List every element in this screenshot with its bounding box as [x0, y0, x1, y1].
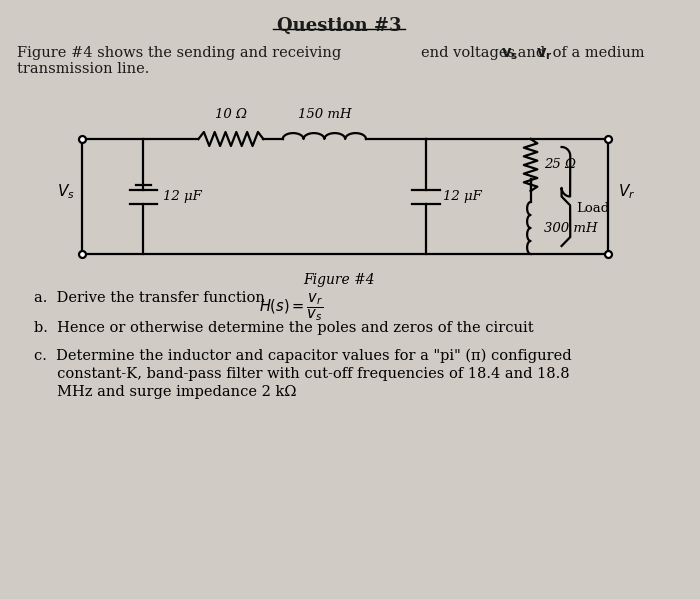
Text: Load: Load [576, 202, 609, 215]
Text: c.  Determine the inductor and capacitor values for a "pi" (π) configured: c. Determine the inductor and capacitor … [34, 349, 571, 364]
Text: of a medium: of a medium [548, 46, 645, 60]
Text: 12 μF: 12 μF [443, 190, 482, 203]
Text: $\mathbf{v_r}$: $\mathbf{v_r}$ [536, 46, 553, 62]
Text: $H(s) = \dfrac{v_r}{v_s}$: $H(s) = \dfrac{v_r}{v_s}$ [260, 291, 324, 323]
Text: MHz and surge impedance 2 kΩ: MHz and surge impedance 2 kΩ [34, 385, 296, 399]
Text: Figure #4: Figure #4 [303, 273, 375, 287]
Text: 150 mH: 150 mH [298, 108, 351, 121]
Text: transmission line.: transmission line. [18, 62, 150, 76]
Text: $V_s$: $V_s$ [57, 182, 75, 201]
Text: end voltages: end voltages [421, 46, 520, 60]
Text: $\mathbf{v_s}$: $\mathbf{v_s}$ [500, 46, 518, 62]
Text: 12 μF: 12 μF [162, 190, 202, 203]
Text: 25 Ω: 25 Ω [544, 159, 576, 171]
Text: a.  Derive the transfer function: a. Derive the transfer function [34, 291, 270, 305]
Text: constant-K, band-pass filter with cut-off frequencies of 18.4 and 18.8: constant-K, band-pass filter with cut-of… [34, 367, 570, 381]
Text: Figure #4 shows the sending and receiving: Figure #4 shows the sending and receivin… [18, 46, 342, 60]
Text: Question #3: Question #3 [276, 17, 401, 35]
Text: 300 mH: 300 mH [544, 222, 598, 234]
Text: $V_r$: $V_r$ [617, 182, 635, 201]
Text: and: and [513, 46, 550, 60]
Text: 10 Ω: 10 Ω [215, 108, 247, 121]
Text: b.  Hence or otherwise determine the poles and zeros of the circuit: b. Hence or otherwise determine the pole… [34, 321, 533, 335]
